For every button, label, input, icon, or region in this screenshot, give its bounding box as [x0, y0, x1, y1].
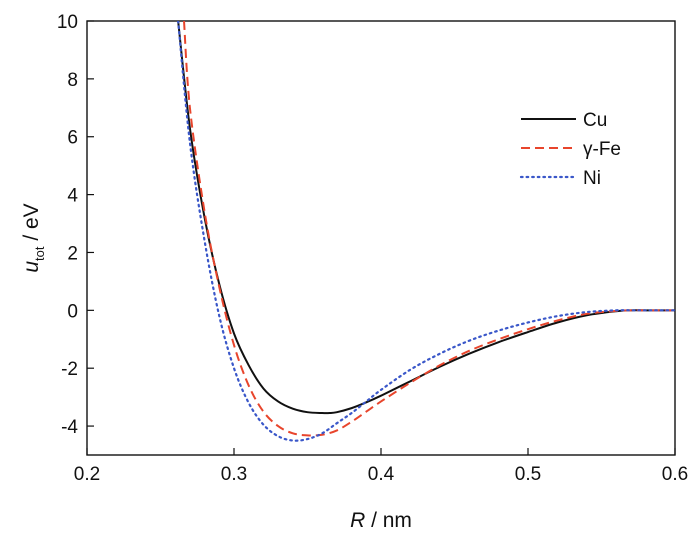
x-axis-label: R / nm: [350, 509, 412, 532]
y-axis-label: utot / eV: [20, 203, 47, 272]
legend-label: Cu: [583, 110, 607, 131]
legend-label: Ni: [583, 168, 601, 189]
y-tick-label: 0: [67, 301, 78, 322]
legend: Cu γ-Fe Ni: [519, 110, 621, 189]
x-axis: 0.2 0.3 0.4 0.5 0.6: [74, 448, 688, 485]
y-tick-label: -4: [61, 417, 78, 438]
y-tick-label: 4: [67, 186, 78, 207]
y-axis: -4 -2 0 2 4 6 8 10: [57, 12, 94, 438]
y-tick-label: 8: [67, 70, 78, 91]
x-tick-label: 0.3: [221, 464, 247, 485]
y-tick-label: 10: [57, 12, 78, 33]
y-tick-label: 2: [67, 243, 78, 264]
x-tick-label: 0.6: [662, 464, 688, 485]
x-tick-label: 0.5: [515, 464, 541, 485]
x-tick-label: 0.2: [74, 464, 100, 485]
series-line-1: [183, 21, 675, 437]
series-line-0: [177, 21, 675, 415]
y-tick-label: -2: [61, 359, 78, 380]
y-tick-label: 6: [67, 128, 78, 149]
x-tick-label: 0.4: [368, 464, 395, 485]
series-layer: [177, 21, 675, 442]
legend-label: γ-Fe: [583, 139, 621, 160]
series-line-2: [177, 21, 675, 442]
